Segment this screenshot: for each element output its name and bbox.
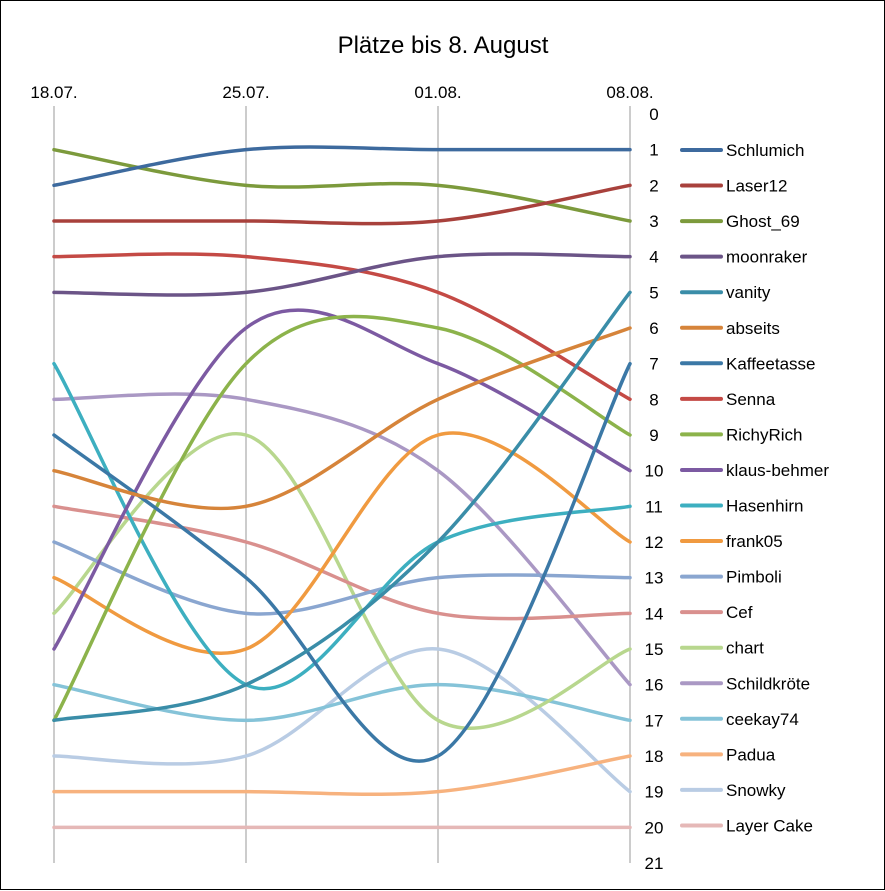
- grid-layer: [53, 106, 631, 863]
- series-line-abseits: [52, 326, 632, 511]
- y-tick-label: 10: [645, 462, 664, 481]
- y-tick-label: 18: [645, 747, 664, 766]
- series-line-cef: [52, 504, 632, 621]
- legend-label-abseits: abseits: [726, 319, 780, 338]
- y-tick-label: 17: [645, 711, 664, 730]
- series-line-vanity: [52, 290, 632, 723]
- legend-label-layer-cake: Layer Cake: [726, 816, 813, 835]
- legend-label-vanity: vanity: [726, 283, 771, 302]
- series-line-schildkr-te: [52, 392, 632, 687]
- series-line-padua: [52, 754, 632, 797]
- chart-title: Plätze bis 8. August: [338, 32, 549, 59]
- y-tick-label: 4: [649, 248, 658, 267]
- y-tick-label: 7: [649, 355, 658, 374]
- series-line-klaus-behmer: [52, 308, 632, 651]
- series-line-pimboli: [52, 540, 632, 616]
- y-tick-label: 9: [649, 426, 658, 445]
- series-line-laser12: [52, 183, 632, 226]
- y-tick-label: 12: [645, 533, 664, 552]
- x-tick-label: 08.08.: [606, 83, 653, 102]
- x-tick-label: 01.08.: [414, 83, 461, 102]
- series-line-kaffeetasse: [52, 361, 632, 763]
- legend-label-chart: chart: [726, 639, 764, 658]
- legend-label-padua: Padua: [726, 745, 776, 764]
- series-layer: [52, 145, 632, 830]
- legend-label-laser12: Laser12: [726, 177, 787, 196]
- legend: Schlumich Laser12 Ghost_69 moonraker vanity a…: [680, 141, 829, 835]
- legend-label-senna: Senna: [726, 390, 776, 409]
- y-tick-label: 21: [645, 854, 664, 873]
- series-line-ghost-69: [52, 147, 632, 223]
- legend-label-snowky: Snowky: [726, 781, 786, 800]
- x-tick-label: 25.07.: [222, 83, 269, 102]
- legend-label-moonraker: moonraker: [726, 248, 808, 267]
- x-tick-labels: 18.07. 25.07. 01.08. 08.08.: [30, 83, 653, 102]
- legend-label-cef: Cef: [726, 603, 753, 622]
- y-tick-label: 2: [649, 176, 658, 195]
- y-tick-label: 3: [649, 212, 658, 231]
- series-line-snowky: [52, 647, 632, 794]
- y-tick-label: 15: [645, 640, 664, 659]
- y-tick-label: 16: [645, 676, 664, 695]
- legend-label-schlumich: Schlumich: [726, 141, 804, 160]
- y-tick-label: 1: [649, 141, 658, 160]
- y-tick-label: 8: [649, 390, 658, 409]
- legend-label-frank05: frank05: [726, 532, 783, 551]
- legend-label-ghost-69: Ghost_69: [726, 212, 800, 231]
- y-tick-label: 19: [645, 783, 664, 802]
- legend-label-richyrich: RichyRich: [726, 425, 803, 444]
- y-tick-label: 11: [645, 497, 663, 516]
- legend-label-hasenhirn: Hasenhirn: [726, 497, 804, 516]
- y-tick-label: 13: [645, 569, 664, 588]
- series-line-moonraker: [52, 252, 632, 297]
- x-tick-label: 18.07.: [30, 83, 77, 102]
- legend-label-schildkr-te: Schildkröte: [726, 674, 810, 693]
- legend-label-ceekay74: ceekay74: [726, 710, 799, 729]
- series-line-frank05: [52, 431, 632, 655]
- y-tick-label: 5: [649, 283, 658, 302]
- series-line-schlumich: [52, 145, 632, 188]
- series-line-richyrich: [52, 314, 632, 723]
- series-line-senna: [52, 252, 632, 402]
- y-tick-label: 0: [649, 105, 658, 124]
- legend-label-pimboli: Pimboli: [726, 568, 782, 587]
- y-tick-label: 6: [649, 319, 658, 338]
- y-tick-label: 20: [645, 818, 664, 837]
- y-tick-label: 14: [645, 604, 664, 623]
- legend-label-kaffeetasse: Kaffeetasse: [726, 354, 815, 373]
- legend-label-klaus-behmer: klaus-behmer: [726, 461, 829, 480]
